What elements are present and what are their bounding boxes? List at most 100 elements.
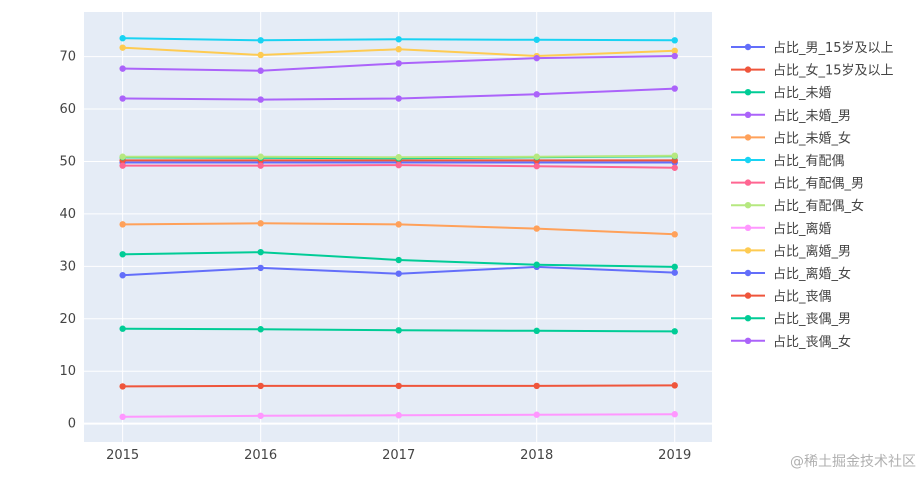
data-point [395, 154, 402, 161]
legend-item[interactable]: 占比_未婚_女 [731, 130, 851, 146]
data-point [533, 54, 540, 62]
legend-swatch-marker [744, 89, 752, 96]
series-5 [119, 220, 678, 238]
legend-label: 占比_女_15岁及以上 [773, 63, 894, 79]
data-point [395, 412, 402, 419]
legend[interactable]: 占比_男_15岁及以上占比_女_15岁及以上占比_未婚占比_未婚_男占比_未婚_… [731, 41, 894, 350]
x-tick-label: 2015 [106, 448, 139, 463]
data-point [119, 383, 126, 390]
data-point [119, 221, 126, 228]
data-point [533, 36, 540, 43]
data-point [671, 47, 678, 55]
data-point [671, 269, 678, 276]
legend-label: 占比_离婚_男 [773, 243, 851, 259]
legend-label: 占比_有配偶_男 [773, 177, 864, 192]
data-point [533, 411, 540, 418]
legend-swatch-marker [744, 224, 752, 231]
data-point [395, 382, 402, 390]
legend-swatch-marker [744, 66, 752, 73]
data-point [119, 95, 126, 102]
data-point [671, 164, 678, 171]
series-7 [119, 161, 678, 171]
legend-item[interactable]: 占比_有配偶_男 [731, 177, 864, 192]
data-point [533, 162, 540, 170]
data-point [395, 46, 402, 53]
legend-item[interactable]: 占比_未婚_男 [731, 109, 851, 124]
data-point [119, 162, 126, 169]
legend-item[interactable]: 占比_丧偶 [731, 290, 832, 305]
data-point [533, 153, 540, 160]
legend-item[interactable]: 占比_男_15岁及以上 [731, 41, 894, 56]
data-point [257, 382, 264, 390]
data-point [671, 52, 678, 60]
data-point [533, 225, 540, 232]
series-12 [119, 382, 678, 390]
data-point [395, 270, 402, 277]
legend-swatch-marker [744, 247, 752, 254]
x-tick-label: 2019 [658, 448, 691, 463]
series-13 [119, 325, 678, 335]
data-point [671, 231, 678, 238]
series-15 [119, 248, 678, 271]
series-9 [119, 411, 678, 421]
legend-item[interactable]: 占比_丧偶_女 [731, 334, 851, 350]
data-point [119, 251, 126, 258]
legend-label: 占比_离婚_女 [773, 266, 851, 282]
data-point [257, 326, 264, 333]
legend-swatch-marker [744, 269, 752, 277]
y-tick-label: 20 [59, 312, 76, 327]
legend-swatch-marker [744, 43, 752, 51]
data-point [671, 382, 678, 389]
data-point [257, 220, 264, 227]
legend-swatch-marker [744, 202, 752, 209]
legend-item[interactable]: 占比_丧偶_男 [731, 312, 851, 327]
legend-item[interactable]: 占比_女_15岁及以上 [731, 63, 894, 79]
legend-label: 占比_男_15岁及以上 [773, 41, 894, 56]
legend-swatch-marker [744, 111, 752, 119]
x-axis-ticks: 2015 2016 2017 2018 2019 [106, 448, 691, 463]
data-point [257, 96, 264, 103]
data-point [119, 272, 126, 279]
legend-item[interactable]: 占比_离婚_女 [731, 266, 851, 282]
data-point [533, 382, 540, 390]
y-tick-label: 40 [59, 207, 76, 222]
data-point [533, 327, 540, 335]
legend-swatch-marker [744, 156, 752, 164]
legend-item[interactable]: 占比_离婚_男 [731, 243, 851, 259]
y-tick-label: 30 [59, 259, 76, 274]
legend-swatch-marker [744, 179, 752, 186]
data-point [395, 60, 402, 67]
legend-item[interactable]: 占比_未婚 [731, 86, 832, 101]
series-group [119, 35, 678, 421]
data-point [395, 36, 402, 43]
data-point [257, 412, 264, 419]
watermark: @稀土掘金技术社区 [790, 454, 916, 470]
legend-label: 占比_离婚 [773, 221, 832, 237]
data-point [119, 35, 126, 42]
data-point [671, 37, 678, 44]
data-point [395, 221, 402, 228]
y-tick-label: 0 [68, 417, 76, 432]
x-tick-label: 2018 [520, 448, 553, 463]
y-tick-label: 70 [59, 50, 76, 65]
data-point [671, 85, 678, 92]
y-axis-ticks: 0 10 20 30 40 50 60 70 [59, 50, 76, 432]
y-tick-label: 60 [59, 102, 76, 117]
data-point [257, 248, 264, 256]
data-point [119, 413, 126, 421]
data-point [257, 153, 264, 160]
legend-label: 占比_丧偶 [773, 290, 832, 305]
data-point [119, 65, 126, 72]
data-point [671, 411, 678, 418]
series-14 [119, 52, 678, 74]
legend-item[interactable]: 占比_有配偶 [731, 154, 845, 169]
legend-label: 占比_未婚_女 [773, 130, 851, 146]
x-tick-label: 2017 [382, 448, 415, 463]
legend-swatch-marker [744, 315, 752, 322]
data-point [119, 153, 126, 160]
legend-item[interactable]: 占比_有配偶_女 [731, 198, 864, 214]
y-tick-label: 10 [59, 364, 76, 379]
y-tick-label: 50 [59, 154, 76, 169]
data-point [533, 91, 540, 98]
legend-item[interactable]: 占比_离婚 [731, 221, 832, 237]
